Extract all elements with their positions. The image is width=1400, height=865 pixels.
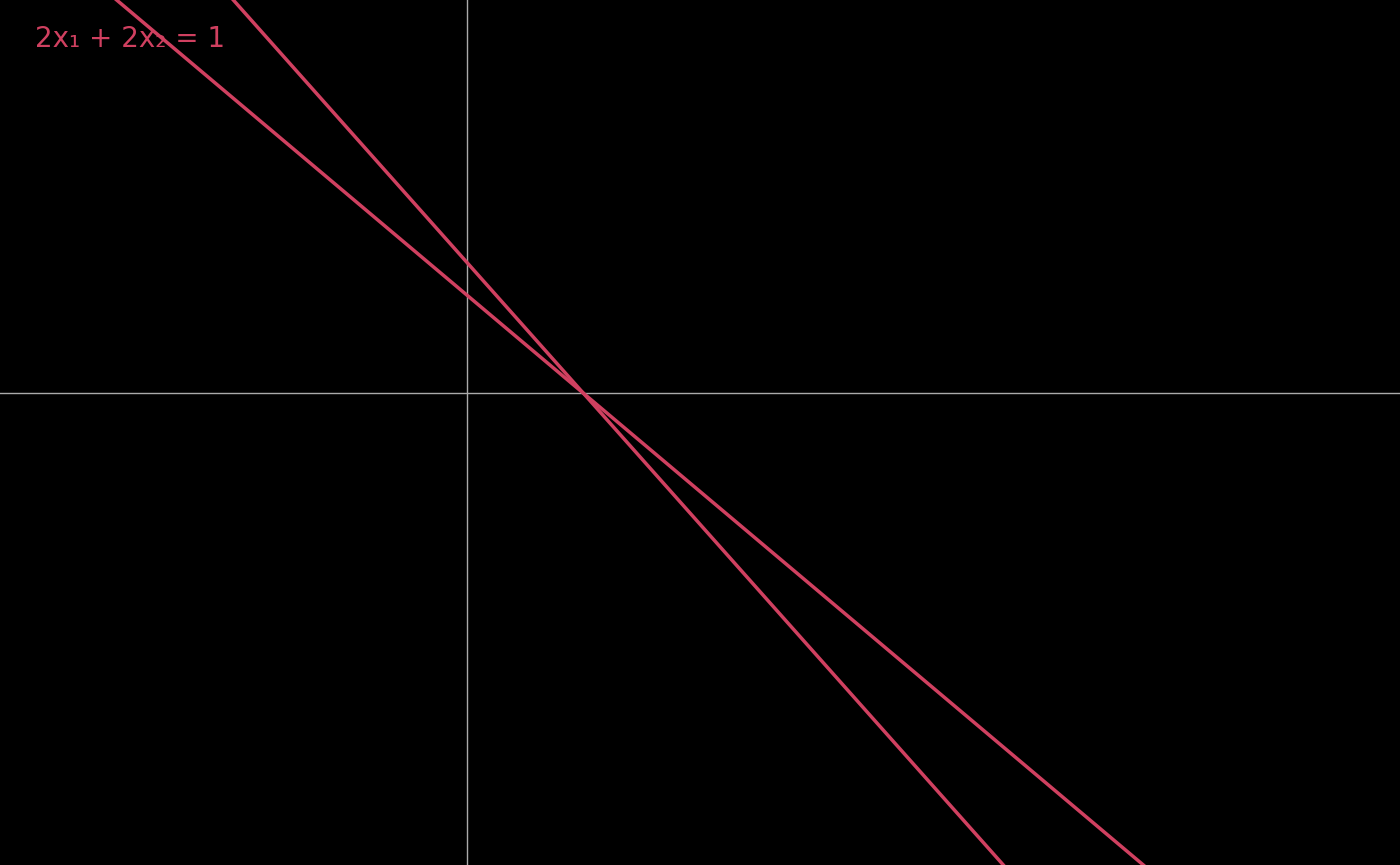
Text: 2x₁ + 2x₂ = 1: 2x₁ + 2x₂ = 1 xyxy=(35,25,225,53)
